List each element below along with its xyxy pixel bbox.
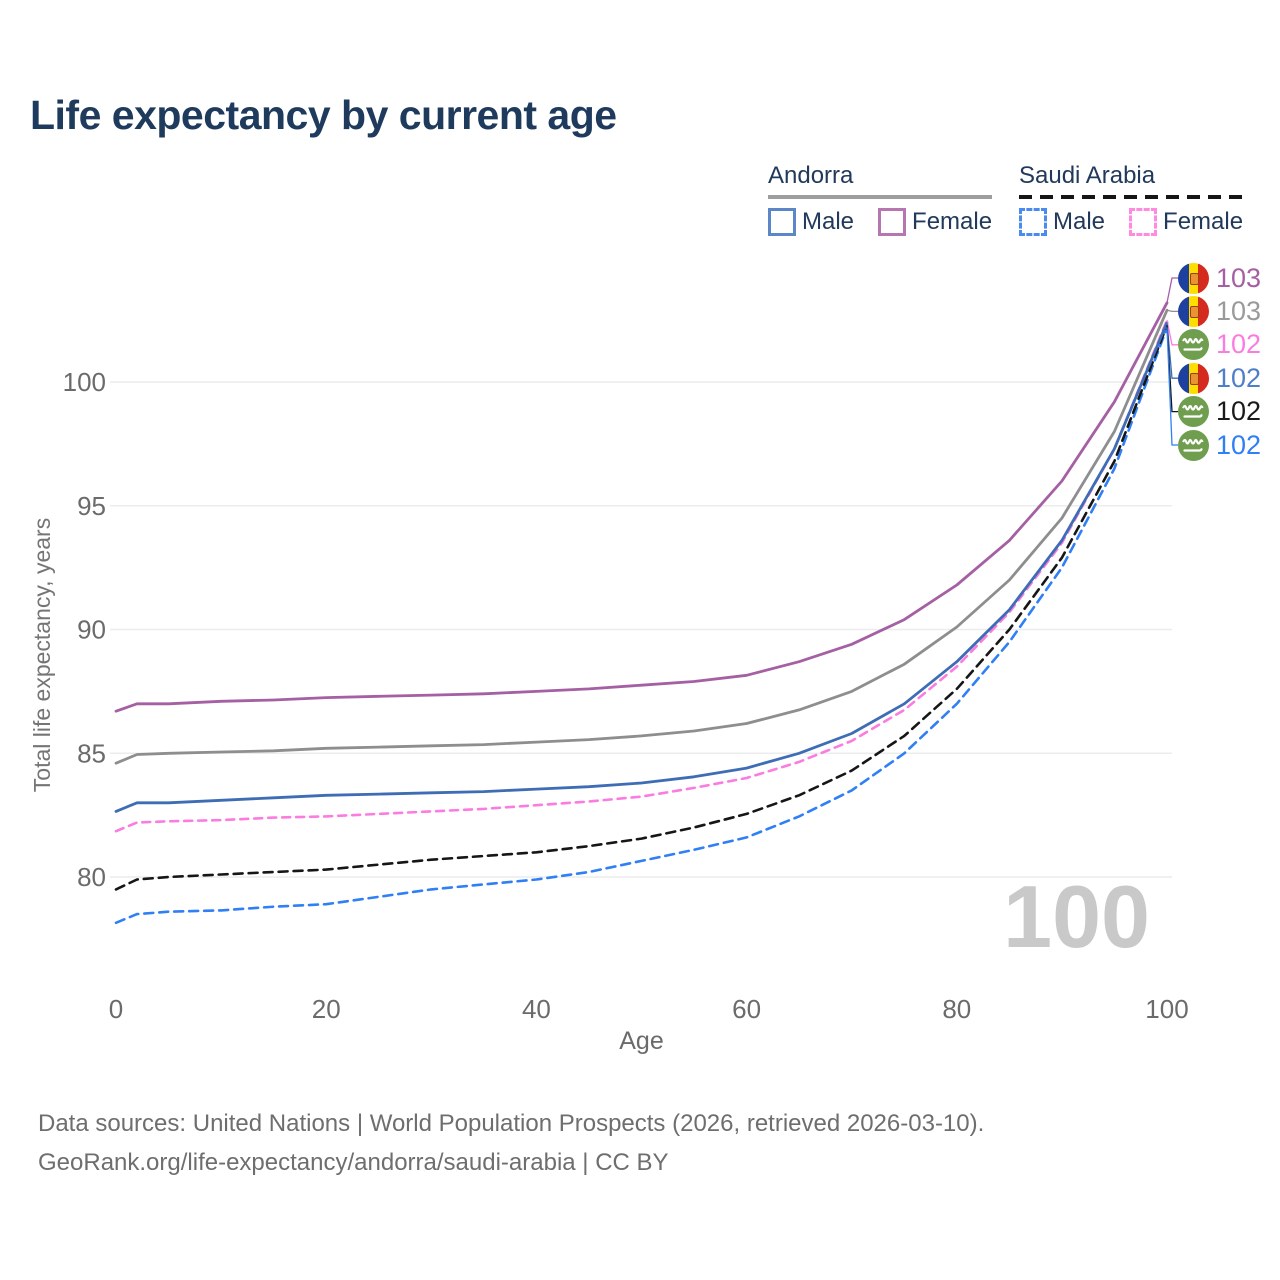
- legend-group-saudi-arabia: Saudi Arabia Male Female: [1019, 162, 1244, 236]
- end-label-value: 102: [1216, 362, 1262, 393]
- end-label-saudi-arabia-male: 102: [1178, 429, 1261, 461]
- saudi-male-checkbox[interactable]: [1019, 208, 1047, 236]
- legend-item-andorra-male[interactable]: Male: [768, 208, 854, 236]
- series-line-saudi-arabia-male: [114, 326, 1169, 925]
- andorra-flag-icon: [1178, 262, 1209, 294]
- y-tick-label: 90: [77, 615, 106, 645]
- legend-item-saudi-male[interactable]: Male: [1019, 208, 1105, 236]
- legend-country-saudi-arabia: Saudi Arabia: [1019, 162, 1156, 189]
- leader-line: [1166, 309, 1178, 313]
- x-tick-label: 0: [109, 994, 123, 1024]
- chart-footer: Data sources: United Nations | World Pop…: [38, 1104, 984, 1182]
- legend-label: Male: [802, 208, 855, 235]
- series-line-andorra-both-sexes: [114, 308, 1169, 765]
- end-label-value: 102: [1216, 396, 1262, 427]
- saudi-arabia-flag-icon: [1178, 329, 1209, 361]
- legend-country-andorra: Andorra: [768, 162, 854, 189]
- legend-group-andorra: Andorra Male Female: [768, 162, 993, 236]
- y-tick-label: 100: [63, 367, 106, 397]
- andorra-male-checkbox[interactable]: [768, 208, 796, 236]
- legend-linestyle-dashed: [1019, 195, 1244, 199]
- end-label-value: 102: [1216, 329, 1262, 360]
- x-tick-label: 20: [312, 994, 341, 1024]
- saudi-arabia-flag-icon: [1178, 396, 1209, 428]
- andorra-flag-icon: [1178, 362, 1209, 394]
- y-tick-label: 85: [77, 738, 106, 768]
- page-title: Life expectancy by current age: [30, 92, 617, 138]
- series-line-andorra-female: [114, 301, 1169, 713]
- series-line-andorra-male: [114, 321, 1169, 813]
- y-axis-title: Total life expectancy, years: [29, 518, 55, 792]
- x-axis-title: Age: [619, 1027, 663, 1055]
- y-tick-label: 95: [77, 491, 106, 521]
- legend-item-andorra-female[interactable]: Female: [878, 208, 992, 236]
- saudi-female-checkbox[interactable]: [1129, 208, 1158, 236]
- end-label-andorra-male: 102: [1178, 362, 1261, 394]
- series-line-saudi-arabia-both-sexes: [114, 323, 1169, 891]
- x-tick-label: 40: [522, 994, 551, 1024]
- end-label-value: 103: [1216, 295, 1262, 326]
- legend-label: Female: [1163, 208, 1244, 235]
- x-tick-label: 80: [942, 994, 971, 1024]
- legend-label: Female: [912, 208, 993, 235]
- end-label-value: 103: [1216, 262, 1262, 293]
- x-tick-label: 100: [1145, 994, 1188, 1024]
- legend-label: Male: [1053, 208, 1106, 235]
- legend-linestyle-solid: [768, 195, 993, 199]
- leader-line: [1166, 319, 1178, 346]
- saudi-arabia-flag-icon: [1178, 429, 1209, 461]
- source-url-text: GeoRank.org/life-expectancy/andorra/saud…: [38, 1149, 669, 1176]
- leader-line: [1166, 327, 1178, 446]
- end-label-saudi-arabia-female: 102: [1178, 329, 1261, 361]
- y-tick-label: 80: [77, 862, 106, 892]
- data-sources-text: Data sources: United Nations | World Pop…: [38, 1110, 985, 1137]
- end-label-saudi-arabia-both-sexes: 102: [1178, 396, 1261, 428]
- andorra-flag-icon: [1178, 295, 1209, 327]
- end-label-andorra-female: 103: [1178, 262, 1261, 294]
- series-line-saudi-arabia-female: [114, 318, 1169, 833]
- end-label-andorra-both-sexes: 103: [1178, 295, 1261, 327]
- leader-line: [1166, 277, 1178, 303]
- end-label-value: 102: [1216, 429, 1262, 460]
- leader-line: [1166, 322, 1178, 379]
- andorra-female-checkbox[interactable]: [878, 208, 907, 236]
- x-tick-label: 60: [732, 994, 761, 1024]
- age-watermark: 100: [1003, 867, 1150, 966]
- legend-item-saudi-female[interactable]: Female: [1129, 208, 1243, 236]
